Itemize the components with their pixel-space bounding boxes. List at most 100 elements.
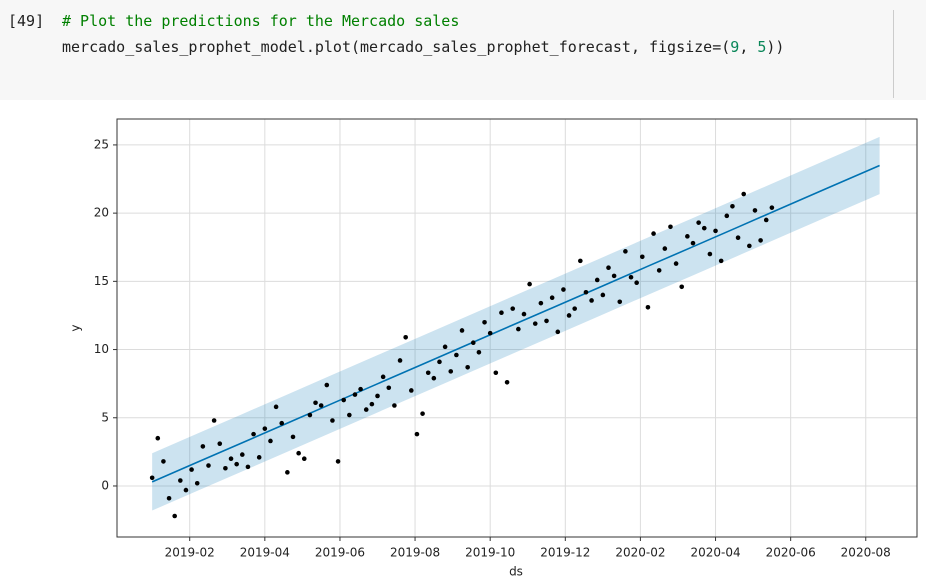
- data-point: [662, 246, 668, 251]
- data-point: [397, 358, 403, 363]
- data-point: [251, 431, 256, 437]
- data-point: [301, 456, 307, 461]
- data-point: [425, 370, 431, 376]
- data-point: [459, 328, 465, 333]
- data-point: [183, 487, 189, 493]
- data-point: [369, 401, 375, 407]
- data-point: [713, 228, 718, 234]
- data-point: [166, 495, 172, 501]
- data-point: [730, 204, 735, 209]
- code-text: mercado_sales_prophet_model.plot(mercado…: [62, 38, 731, 56]
- data-point: [679, 284, 685, 290]
- data-point: [707, 251, 713, 257]
- x-tick-label: 2019-08: [390, 546, 440, 560]
- data-point: [549, 295, 555, 301]
- data-point: [718, 258, 724, 264]
- data-point: [307, 412, 313, 418]
- x-tick-label: 2019-04: [240, 546, 290, 560]
- data-point: [555, 329, 561, 335]
- data-point: [685, 234, 690, 239]
- data-point: [363, 407, 369, 412]
- data-point: [318, 403, 324, 408]
- data-point: [256, 455, 262, 460]
- code-comment: # Plot the predictions for the Mercado s…: [62, 12, 460, 30]
- data-point: [589, 298, 594, 303]
- x-tick-label: 2020-04: [690, 546, 740, 560]
- data-point: [448, 369, 454, 374]
- data-point: [735, 235, 741, 240]
- data-point: [504, 379, 510, 385]
- data-point: [639, 254, 645, 260]
- data-point: [656, 268, 662, 273]
- data-point: [262, 426, 268, 431]
- data-point: [741, 191, 747, 197]
- data-point: [352, 392, 358, 397]
- data-point: [268, 438, 273, 444]
- data-point: [273, 404, 279, 410]
- x-tick-label: 2019-10: [465, 546, 515, 560]
- code-number: 9: [730, 38, 740, 56]
- data-point: [420, 411, 425, 416]
- data-point: [470, 340, 476, 346]
- scrollbar: [893, 10, 894, 98]
- y-tick-label: 25: [94, 137, 109, 151]
- data-point: [223, 465, 228, 471]
- chart: ds y 0 5 10 15 20 25 2019-02 2019-04 2019-06 2019…: [69, 118, 918, 579]
- y-tick-label: 20: [94, 206, 109, 220]
- x-axis-label: ds: [509, 565, 523, 579]
- data-point: [594, 277, 600, 283]
- data-point: [544, 318, 549, 324]
- data-point: [161, 459, 166, 464]
- data-point: [437, 359, 442, 365]
- data-point: [239, 452, 245, 457]
- x-tick-label: 2019-02: [165, 546, 215, 560]
- data-point: [769, 205, 775, 210]
- y-axis-label: y: [69, 324, 83, 331]
- data-point: [516, 326, 521, 332]
- data-point: [634, 280, 639, 286]
- data-point: [482, 319, 487, 325]
- data-point: [572, 306, 577, 311]
- y-tick-label: 5: [101, 410, 109, 424]
- data-point: [600, 292, 606, 298]
- data-point: [617, 299, 623, 305]
- plot-frame: [116, 118, 918, 538]
- data-point: [673, 261, 679, 266]
- data-point: [583, 289, 589, 295]
- x-tick-label: 2020-06: [766, 546, 816, 560]
- data-point: [510, 306, 516, 311]
- data-point: [279, 420, 285, 426]
- data-point: [561, 287, 566, 292]
- x-tick-label: 2019-06: [315, 546, 365, 560]
- y-tick-label: 10: [94, 342, 109, 356]
- data-point: [566, 313, 572, 318]
- data-point: [701, 225, 707, 231]
- data-point: [341, 397, 347, 403]
- forecast-line: [151, 164, 880, 483]
- data-point: [465, 364, 470, 370]
- data-point: [189, 467, 194, 472]
- data-point: [668, 224, 673, 230]
- data-point: [206, 463, 211, 468]
- x-tick-label: 2020-08: [841, 546, 891, 560]
- data-point: [358, 386, 363, 392]
- data-point: [194, 480, 200, 486]
- data-point: [296, 450, 301, 456]
- data-point: [747, 243, 752, 249]
- data-point: [149, 475, 155, 481]
- data-point: [690, 240, 696, 246]
- data-point: [493, 370, 499, 376]
- code-text: )): [766, 38, 785, 56]
- code-cell[interactable]: [49] # Plot the predictions for the Merc…: [0, 0, 926, 100]
- data-point: [403, 334, 408, 340]
- data-point: [606, 265, 611, 271]
- data-point: [245, 464, 251, 470]
- data-point: [611, 273, 617, 279]
- data-point: [155, 435, 161, 441]
- data-point: [409, 388, 414, 393]
- data-point: [172, 513, 177, 519]
- data-point: [527, 281, 532, 287]
- data-point: [499, 310, 504, 316]
- data-point: [442, 344, 448, 350]
